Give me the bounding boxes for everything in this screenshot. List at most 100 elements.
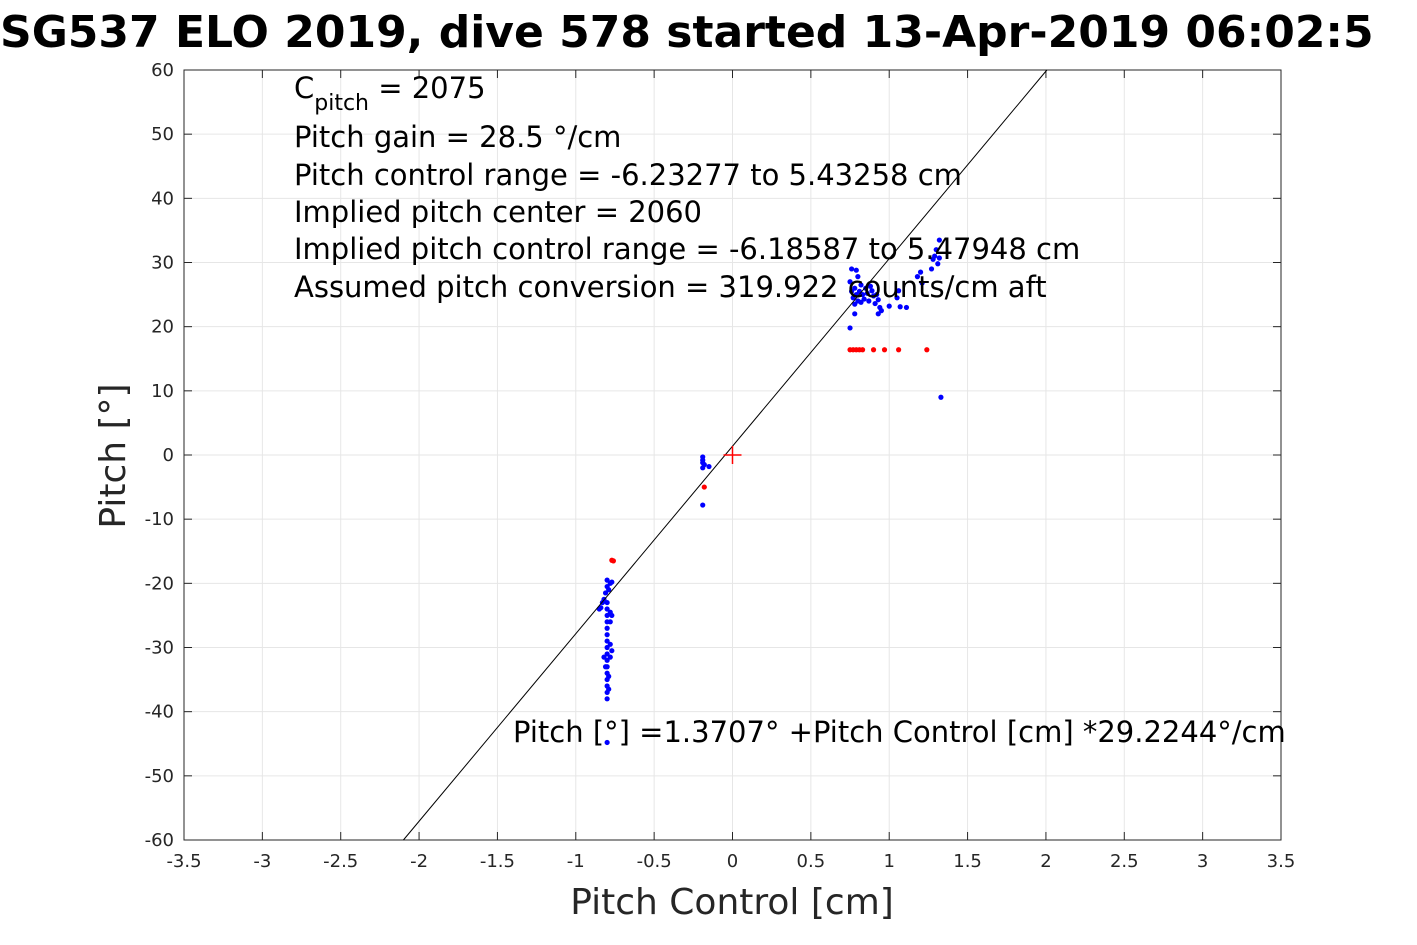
y-tick-label: -30 (145, 638, 174, 659)
data-point (847, 279, 853, 285)
data-point (604, 612, 610, 619)
data-point (881, 347, 888, 353)
data-point (602, 590, 609, 596)
data-point (936, 237, 942, 243)
data-point (700, 502, 706, 508)
cpitch-annotation: Cpitch = 2075 (294, 71, 486, 116)
data-point (607, 619, 613, 625)
fit-equation-annotation: Pitch [°] =1.3707° +Pitch Control [cm] *… (513, 715, 1286, 749)
data-point (604, 644, 610, 651)
y-tick-label: 0 (163, 445, 174, 466)
data-point (858, 299, 864, 305)
y-tick-label: -60 (145, 830, 174, 851)
data-point (919, 280, 925, 286)
axis-ticks: -3.5 -3 -2.5 -2 -1.5 -1 -0.5 0 0.5 1 1.5 2 2.5 3 3.5 -6… (145, 60, 1296, 872)
y-tick-label: 10 (151, 381, 174, 402)
cpitch-value: = 2075 (369, 71, 486, 105)
data-point (706, 463, 712, 470)
data-point (875, 297, 881, 303)
x-axis-label: Pitch Control [cm] (570, 882, 894, 923)
data-point (938, 394, 944, 400)
x-tick-label: 2.5 (1110, 851, 1139, 872)
data-point (609, 612, 615, 619)
x-tick-label: 3 (1197, 851, 1208, 872)
data-point (897, 304, 903, 310)
data-point (864, 290, 870, 296)
data-points (596, 237, 944, 746)
data-point (604, 625, 610, 631)
data-point (932, 253, 938, 259)
x-tick-label: -3.5 (166, 851, 201, 872)
data-point (604, 657, 610, 663)
data-point (849, 288, 855, 294)
data-point (601, 654, 607, 660)
x-tick-label: 0 (727, 851, 738, 872)
data-point (700, 465, 706, 471)
data-point (863, 285, 869, 291)
y-tick-label: 60 (151, 60, 174, 81)
data-point (870, 347, 877, 353)
cpitch-subscript: pitch (314, 91, 369, 116)
data-point (855, 274, 861, 280)
data-point (847, 325, 853, 331)
x-tick-label: 1 (883, 851, 894, 872)
x-tick-label: -2 (410, 851, 428, 872)
x-tick-label: 3.5 (1267, 851, 1296, 872)
data-point (852, 301, 858, 307)
data-point (849, 266, 855, 272)
y-tick-label: 40 (151, 188, 174, 209)
data-point (861, 296, 867, 302)
data-point (606, 686, 612, 692)
y-tick-label: 50 (151, 124, 174, 145)
y-tick-label: -50 (145, 766, 174, 787)
data-point (853, 267, 859, 273)
data-point (872, 300, 878, 307)
x-tick-label: -1.5 (480, 851, 515, 872)
data-point (852, 285, 858, 291)
data-point (859, 291, 866, 298)
x-tick-label: -0.5 (637, 851, 672, 872)
implied-pitch-center-annotation: Implied pitch center = 2060 (294, 195, 702, 229)
data-point (701, 484, 707, 490)
x-tick-label: 0.5 (797, 851, 826, 872)
data-point (858, 282, 864, 288)
data-point (936, 255, 942, 261)
data-point (604, 696, 610, 702)
data-point (924, 347, 930, 353)
data-point (606, 673, 612, 679)
data-point (606, 587, 612, 593)
center-marker-group (723, 446, 742, 464)
x-tick-label: 2 (1040, 851, 1051, 872)
assumed-pitch-conversion-annotation: Assumed pitch conversion = 319.922 count… (294, 270, 1047, 304)
grid (183, 69, 1282, 841)
implied-pitch-control-range-annotation: Implied pitch control range = -6.18587 t… (294, 232, 1080, 266)
y-tick-label: -40 (145, 702, 174, 723)
y-tick-label: -10 (145, 509, 174, 530)
data-point (609, 579, 615, 585)
data-point (604, 632, 610, 638)
x-tick-label: -3 (253, 851, 271, 872)
data-point (607, 641, 613, 647)
data-point (607, 654, 613, 660)
pitch-control-range-annotation: Pitch control range = -6.23277 to 5.4325… (294, 158, 962, 192)
data-point (604, 638, 610, 644)
data-point (878, 308, 884, 314)
data-point (867, 283, 874, 289)
x-tick-label: -2.5 (323, 851, 358, 872)
data-point (852, 311, 858, 317)
data-point (869, 288, 875, 294)
data-point (933, 247, 939, 253)
data-point (602, 664, 609, 670)
data-point (866, 298, 872, 304)
data-point (610, 558, 616, 564)
data-point (604, 577, 610, 583)
data-point (935, 261, 941, 267)
x-tick-label: 1.5 (953, 851, 982, 872)
data-point (604, 599, 610, 606)
data-point (850, 295, 856, 301)
y-tick-label: 30 (151, 253, 174, 274)
y-tick-label: 20 (151, 317, 174, 338)
chart-title: SG537 ELO 2019, dive 578 started 13-Apr-… (0, 7, 1374, 58)
data-point (917, 269, 924, 275)
